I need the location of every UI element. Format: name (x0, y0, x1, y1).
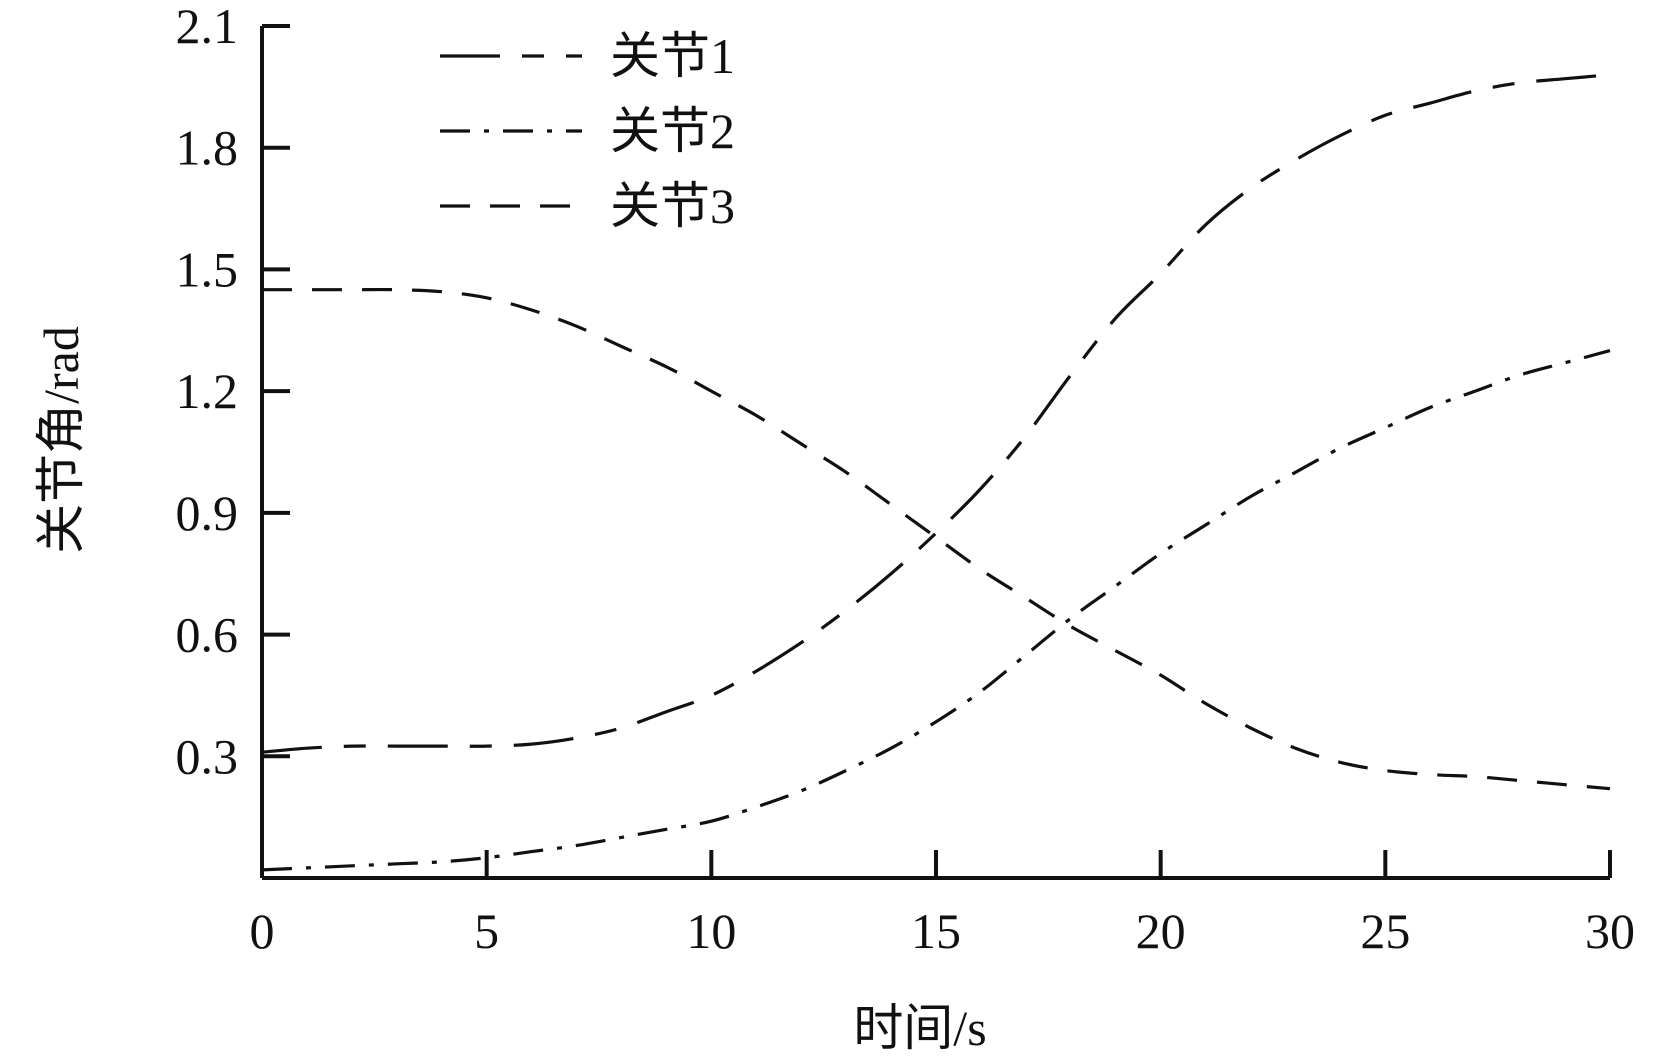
y-tick-label: 0.3 (176, 728, 239, 784)
axes-group (260, 26, 1610, 880)
series-line-joint-3 (261, 287, 1611, 791)
legend-label: 关节3 (610, 178, 735, 234)
x-axis-title: 时间/s (853, 1000, 986, 1056)
series-line-joint-2 (261, 349, 1611, 872)
x-tick-label: 0 (250, 903, 275, 959)
tick-labels-group: 0 5 10 15 20 25 30 0.3 0.6 0.9 1.2 1.5 1.8 2.1 (176, 0, 1636, 959)
ticks-group (260, 24, 1612, 878)
y-tick-label: 0.9 (176, 485, 239, 541)
y-tick-label: 1.8 (176, 120, 239, 176)
legend: 关节1 关节2 关节3 (440, 28, 735, 234)
y-tick-label: 0.6 (176, 607, 239, 663)
x-tick-label: 5 (474, 903, 499, 959)
x-tick-label: 30 (1585, 903, 1635, 959)
x-tick-label: 25 (1360, 903, 1410, 959)
y-tick-label: 2.1 (176, 0, 239, 54)
y-tick-label: 1.5 (176, 241, 239, 297)
x-tick-label: 10 (686, 903, 736, 959)
y-tick-label: 1.2 (176, 363, 239, 419)
x-tick-label: 15 (911, 903, 961, 959)
y-axis-title: 关节角/rad (33, 326, 89, 554)
legend-label: 关节2 (610, 103, 735, 159)
legend-label: 关节1 (610, 28, 735, 84)
x-tick-label: 20 (1136, 903, 1186, 959)
series-line-joint-1 (261, 73, 1611, 754)
plot-series-group (261, 73, 1611, 872)
